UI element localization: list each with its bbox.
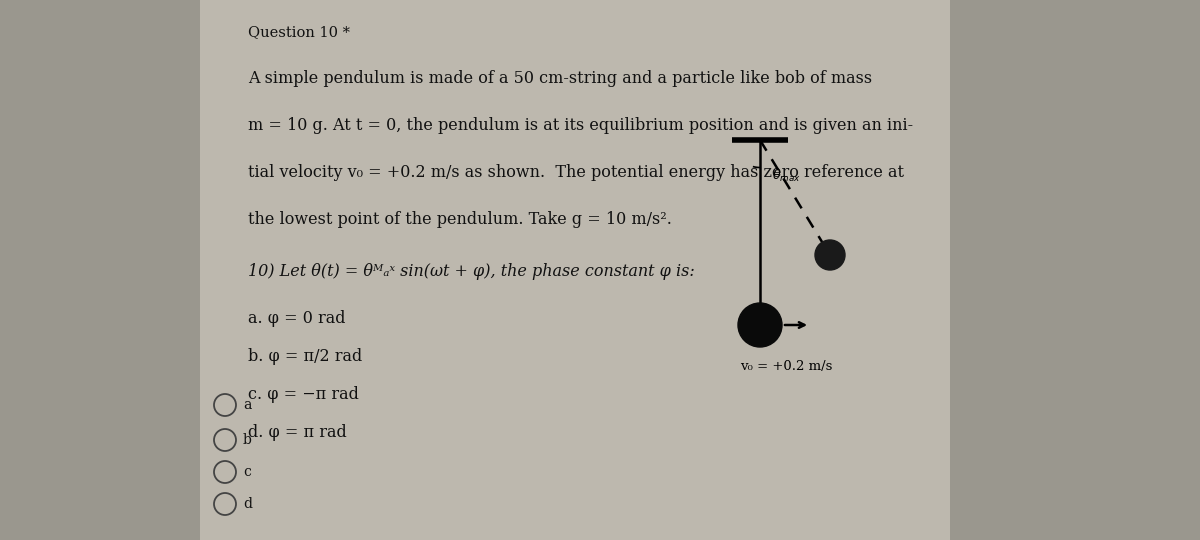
Text: c: c — [242, 465, 251, 479]
Text: a. φ = 0 rad: a. φ = 0 rad — [248, 310, 346, 327]
Text: tial velocity v₀ = +0.2 m/s as shown.  The potential energy has zero reference a: tial velocity v₀ = +0.2 m/s as shown. Th… — [248, 164, 904, 181]
Circle shape — [815, 240, 845, 270]
Bar — [0, 0, 200, 540]
Bar — [194, 0, 955, 540]
Text: m = 10 g. At t = 0, the pendulum is at its equilibrium position and is given an : m = 10 g. At t = 0, the pendulum is at i… — [248, 117, 913, 134]
Text: d. φ = π rad: d. φ = π rad — [248, 424, 347, 441]
Text: v₀ = +0.2 m/s: v₀ = +0.2 m/s — [740, 360, 833, 373]
Text: A simple pendulum is made of a 50 cm-string and a particle like bob of mass: A simple pendulum is made of a 50 cm-str… — [248, 70, 872, 87]
Text: b. φ = π/2 rad: b. φ = π/2 rad — [248, 348, 362, 365]
Text: d: d — [242, 497, 252, 511]
Bar — [950, 0, 1200, 540]
Text: a: a — [242, 398, 251, 412]
Text: $\theta_{max}$: $\theta_{max}$ — [772, 168, 800, 184]
Circle shape — [738, 303, 782, 347]
Text: b: b — [242, 433, 252, 447]
Text: Question 10 *: Question 10 * — [248, 25, 350, 39]
Text: 10) Let θ(t) = θᴹₐˣ sin(ωt + φ), the phase constant φ is:: 10) Let θ(t) = θᴹₐˣ sin(ωt + φ), the pha… — [248, 263, 695, 280]
Text: the lowest point of the pendulum. Take g = 10 m/s².: the lowest point of the pendulum. Take g… — [248, 211, 672, 228]
Text: c. φ = −π rad: c. φ = −π rad — [248, 386, 359, 403]
